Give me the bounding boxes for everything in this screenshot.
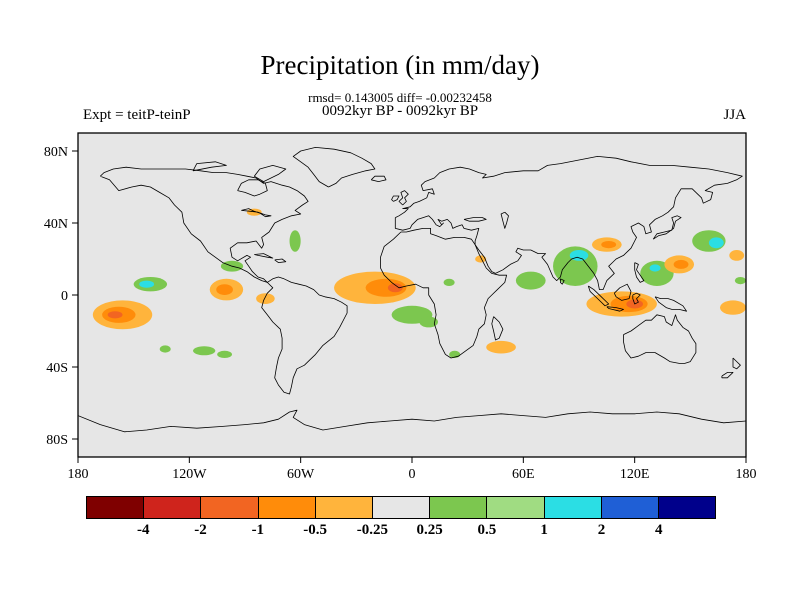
coastline (380, 227, 508, 359)
colorbar-label: -4 (137, 522, 150, 538)
coastline (261, 276, 348, 395)
coastline (732, 357, 741, 370)
coastline (394, 155, 743, 291)
coastline (274, 258, 287, 264)
colorbar-label: 1 (540, 522, 548, 538)
colorbar-label: -0.5 (303, 522, 327, 538)
anomaly-patch (246, 208, 262, 216)
coastline (654, 296, 687, 312)
anomaly-patch (419, 316, 438, 328)
rmsd-diff-line: rmsd= 0.143005 diff= -0.00232458 (308, 90, 492, 105)
coastline (398, 190, 409, 206)
colorbar-label: -1 (251, 522, 265, 538)
period-line: 0092kyr BP - 0092kyr BP (321, 103, 479, 119)
anomaly-patch (443, 278, 455, 286)
experiment-label: Expt = teitP-teinP (83, 107, 191, 123)
anomaly-patch (515, 271, 546, 290)
coastline (100, 166, 309, 283)
anomaly-patch (193, 346, 216, 356)
coastline (587, 285, 610, 307)
anomaly-patch (673, 259, 689, 269)
anomaly-patch (139, 280, 155, 288)
lon-tick-label: 180 (736, 467, 757, 482)
lat-tick-label: 80S (46, 433, 68, 448)
lon-tick-label: 120E (620, 467, 650, 482)
lat-tick-label: 40N (44, 217, 68, 232)
coastline (613, 283, 632, 301)
lat-tick-label: 80N (44, 145, 68, 160)
anomaly-patch (216, 284, 233, 295)
anomaly-patch (217, 350, 233, 358)
lon-tick-label: 60W (287, 467, 315, 482)
coastline (623, 314, 697, 364)
lon-tick-label: 60E (512, 467, 535, 482)
colorbar-label: -0.25 (356, 522, 388, 538)
coastline (632, 292, 641, 305)
colorbar-cell (201, 497, 259, 518)
anomaly-patch (365, 278, 407, 297)
coastline (254, 253, 274, 259)
anomaly-patch (649, 264, 661, 272)
anomaly-patch (486, 340, 516, 354)
coastline (241, 208, 272, 218)
coastline (606, 306, 624, 312)
lat-tick-label: 0 (61, 289, 68, 304)
anomaly-patch (289, 230, 301, 252)
season-label: JJA (723, 107, 746, 123)
colorbar-cell (544, 497, 602, 518)
lon-tick-label: 120W (172, 467, 207, 482)
coastline (237, 179, 268, 197)
colorbar-cell (601, 497, 659, 518)
anomaly-patch (601, 241, 617, 249)
colorbar-cell (658, 497, 716, 518)
anomaly-patch (729, 250, 745, 261)
colorbar-cell (144, 497, 202, 518)
anomaly-patch (734, 277, 746, 285)
coastline (634, 262, 645, 283)
anomaly-patch (475, 255, 487, 263)
coastline (78, 409, 746, 433)
colorbar-cell (487, 497, 545, 518)
coastline (463, 217, 487, 222)
anomaly-patch (387, 283, 403, 293)
colorbar-cell (372, 497, 431, 518)
coastline (491, 316, 504, 341)
anomaly-layer (92, 208, 746, 358)
colorbar (86, 496, 716, 519)
colorbar-cell (430, 497, 488, 518)
colorbar-labels: -4 -2 -1 -0.5 -0.25 0.25 0.5 1 2 4 (86, 522, 716, 542)
coastline (652, 215, 682, 240)
plot-title: Precipitation (in mm/day) (260, 50, 540, 80)
colorbar-cell (315, 497, 373, 518)
coastline (292, 146, 376, 188)
colorbar-cell (87, 497, 145, 518)
colorbar-label: 0.5 (477, 522, 497, 538)
colorbar-label: 2 (597, 522, 606, 538)
anomaly-patch (708, 237, 724, 249)
coastline (500, 211, 509, 229)
coastline (391, 195, 400, 202)
coastline (560, 278, 565, 285)
colorbar-label: 0.25 (416, 522, 443, 538)
coastline (721, 371, 734, 379)
colorbar-cell (258, 497, 316, 518)
lat-tick-label: 40S (46, 361, 68, 376)
coastline-layer (78, 146, 746, 433)
lon-tick-label: 180 (68, 467, 89, 482)
colorbar-label: 4 (654, 522, 663, 538)
coastline (253, 164, 287, 182)
anomaly-patch (159, 345, 171, 353)
anomaly-patch (107, 311, 123, 319)
coastline (370, 175, 387, 183)
anomaly-patch (569, 250, 589, 261)
coastline (192, 161, 227, 172)
anomaly-patch (720, 300, 746, 315)
colorbar-label: -2 (194, 522, 207, 538)
anomaly-patch (256, 293, 275, 304)
lon-tick-label: 0 (409, 467, 416, 482)
